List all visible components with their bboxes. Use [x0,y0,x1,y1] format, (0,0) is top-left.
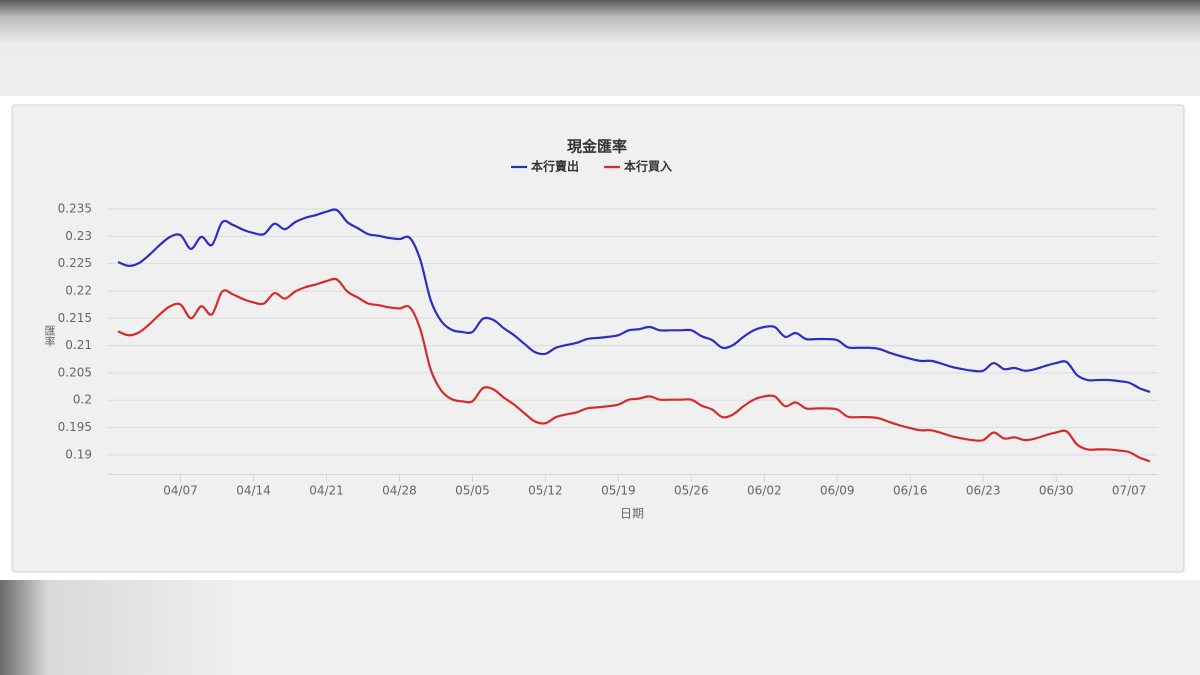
x-tick-label: 06/30 [1039,484,1074,498]
x-tick-label: 04/14 [236,484,271,498]
backdrop-bottom [0,580,1200,675]
line-series [117,277,1151,463]
x-axis-title: 日期 [620,507,644,521]
y-tick-label: 0.235 [58,201,92,215]
legend-label: 本行買入 [624,159,672,174]
y-tick-label: 0.22 [65,283,92,297]
x-tick-label: 04/21 [309,484,344,498]
chart-title: 現金匯率 [567,138,627,156]
x-tick-label: 06/09 [820,484,855,498]
x-tick-label: 05/05 [455,484,490,498]
y-tick-label: 0.19 [65,447,92,461]
x-tick-label: 05/12 [528,484,563,498]
x-tick-label: 06/16 [893,484,928,498]
x-tick-label: 05/26 [674,484,709,498]
x-tick-label: 04/07 [163,484,198,498]
x-tick-label: 05/19 [601,484,636,498]
x-tick-label: 07/07 [1112,484,1147,498]
y-axis-title: 匯率 [43,325,56,348]
x-tick-label: 06/23 [966,484,1001,498]
legend-label: 本行賣出 [531,159,579,174]
line-series [117,208,1151,394]
backdrop-top [0,0,1200,96]
y-tick-label: 0.2 [73,393,92,407]
x-tick-label: 04/28 [382,484,417,498]
y-tick-label: 0.225 [58,256,92,270]
y-tick-label: 0.195 [58,420,92,434]
x-tick-label: 06/02 [747,484,782,498]
y-tick-label: 0.215 [58,311,92,325]
y-tick-label: 0.205 [58,365,92,379]
y-tick-label: 0.21 [65,338,92,352]
y-tick-label: 0.23 [65,229,92,243]
